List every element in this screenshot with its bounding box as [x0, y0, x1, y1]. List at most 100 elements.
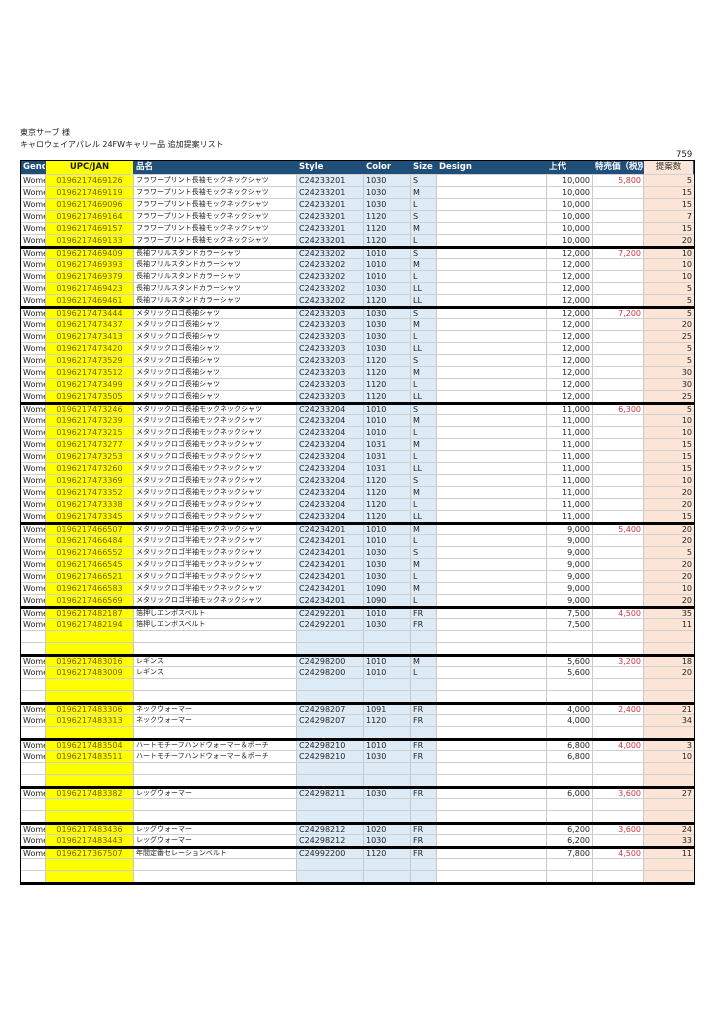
- table-row[interactable]: Wome 0196217469119 フラワープリント長袖モックネックシャツ C242…: [21, 186, 694, 198]
- gender-cell: Wome: [23, 271, 46, 282]
- table-row[interactable]: Wome 0196217483443 レッグウォーマー C24298212 1030 FR…: [21, 834, 694, 846]
- size-cell: LL: [411, 295, 437, 306]
- empty-row[interactable]: [21, 678, 694, 690]
- design-cell: [437, 499, 547, 510]
- table-row[interactable]: Wome 0196217469379 長袖フリルスタンドカラーシャツ C2423320…: [21, 270, 694, 282]
- table-row[interactable]: Wome 0196217466484 メタリックロゴ半袖モックネックシャツ C2423…: [21, 534, 694, 546]
- size-cell: LL: [411, 343, 437, 354]
- table-row[interactable]: Wome 0196217466545 メタリックロゴ半袖モックネックシャツ C2423…: [21, 558, 694, 570]
- design-cell: [437, 631, 547, 642]
- table-row[interactable]: Wome 0196217483382 レッグウォーマー C24298211 1030 FR…: [21, 786, 694, 798]
- table-row[interactable]: Wome 0196217473437 メタリックロゴ長袖シャツ C24233203 10…: [21, 318, 694, 330]
- col-quantity[interactable]: 提案数: [644, 161, 694, 174]
- header-row: Gend UPC/JAN 品名 Style Color Size Design …: [21, 161, 694, 174]
- quantity-cell: [644, 727, 694, 738]
- col-gender[interactable]: Gend: [21, 161, 46, 174]
- list-price-cell: [547, 727, 593, 738]
- gender-cell: [21, 679, 46, 690]
- table-row[interactable]: Wome 0196217469096 フラワープリント長袖モックネックシャツ C242…: [21, 198, 694, 210]
- table-row[interactable]: Wome 0196217466507 メタリックロゴ半袖モックネックシャツ C2423…: [21, 522, 694, 534]
- table-row[interactable]: Wome 0196217483016 レギンス C24298200 1010 M 5,600…: [21, 654, 694, 666]
- table-row[interactable]: Wome 0196217473260 メタリックロゴ長袖モックネックシャツ C2423…: [21, 462, 694, 474]
- empty-row[interactable]: [21, 774, 694, 786]
- sale-price-cell: 7,200: [593, 249, 644, 258]
- empty-row[interactable]: [21, 810, 694, 822]
- color-cell: 1010: [364, 535, 411, 546]
- table-row[interactable]: Wome 0196217469157 フラワープリント長袖モックネックシャツ C242…: [21, 222, 694, 234]
- table-row[interactable]: Wome 0196217469164 フラワープリント長袖モックネックシャツ C242…: [21, 210, 694, 222]
- quantity-cell: 20: [644, 525, 694, 534]
- upc-cell: 0196217473512: [46, 367, 134, 378]
- table-row[interactable]: Wome 0196217473420 メタリックロゴ長袖シャツ C24233203 10…: [21, 342, 694, 354]
- table-row[interactable]: Wome 0196217473369 メタリックロゴ長袖モックネックシャツ C2423…: [21, 474, 694, 486]
- quantity-cell: 10: [644, 427, 694, 438]
- table-row[interactable]: Wome 0196217469423 長袖フリルスタンドカラーシャツ C2423320…: [21, 282, 694, 294]
- color-cell: 1030: [364, 571, 411, 582]
- list-title: キャロウェイアパレル 24FWキャリー品 追加提案リスト: [20, 140, 224, 149]
- col-name[interactable]: 品名: [134, 161, 297, 174]
- empty-row[interactable]: [21, 690, 694, 702]
- table-row[interactable]: Wome 0196217466583 メタリックロゴ半袖モックネックシャツ C2423…: [21, 582, 694, 594]
- table-row[interactable]: Wome 0196217473338 メタリックロゴ長袖モックネックシャツ C2423…: [21, 498, 694, 510]
- table-row[interactable]: Wome 0196217473253 メタリックロゴ長袖モックネックシャツ C2423…: [21, 450, 694, 462]
- design-cell: [437, 763, 547, 774]
- design-cell: [437, 223, 547, 234]
- table-row[interactable]: Wome 0196217473246 メタリックロゴ長袖モックネックシャツ C2423…: [21, 402, 694, 414]
- table-row[interactable]: Wome 0196217482194 箔押しエンボスベルト C24292201 1030…: [21, 618, 694, 630]
- product-name-cell: 年間定番セレーションベルト: [134, 849, 297, 858]
- empty-row[interactable]: [21, 642, 694, 654]
- table-row[interactable]: Wome 0196217466569 メタリックロゴ半袖モックネックシャツ C2423…: [21, 594, 694, 606]
- quantity-cell: 3: [644, 741, 694, 750]
- empty-row[interactable]: [21, 798, 694, 810]
- table-row[interactable]: Wome 0196217473529 メタリックロゴ長袖シャツ C24233203 11…: [21, 354, 694, 366]
- product-name-cell: メタリックロゴ長袖シャツ: [134, 391, 297, 402]
- table-row[interactable]: Wome 0196217469409 長袖フリルスタンドカラーシャツ C2423320…: [21, 246, 694, 258]
- table-row[interactable]: Wome 0196217473352 メタリックロゴ長袖モックネックシャツ C2423…: [21, 486, 694, 498]
- product-name-cell: メタリックロゴ半袖モックネックシャツ: [134, 525, 297, 534]
- table-row[interactable]: Wome 0196217473239 メタリックロゴ長袖モックネックシャツ C2423…: [21, 414, 694, 426]
- table-row[interactable]: Wome 0196217483511 ハートモチーフハンドウォーマー＆ポーチ C242…: [21, 750, 694, 762]
- table-row[interactable]: Wome 0196217469133 フラワープリント長袖モックネックシャツ C242…: [21, 234, 694, 246]
- sale-price-cell: [593, 343, 644, 354]
- empty-row[interactable]: [21, 630, 694, 642]
- table-row[interactable]: Wome 0196217483436 レッグウォーマー C24298212 1020 FR…: [21, 822, 694, 834]
- table-row[interactable]: Wome 0196217469393 長袖フリルスタンドカラーシャツ C2423320…: [21, 258, 694, 270]
- table-row[interactable]: Wome 0196217473505 メタリックロゴ長袖シャツ C24233203 11…: [21, 390, 694, 402]
- upc-cell: 0196217466569: [46, 595, 134, 606]
- table-row[interactable]: Wome 0196217469126 フラワープリント長袖モックネックシャツ C242…: [21, 174, 694, 186]
- table-row[interactable]: Wome 0196217473277 メタリックロゴ長袖モックネックシャツ C2423…: [21, 438, 694, 450]
- upc-cell: 0196217483016: [46, 657, 134, 666]
- table-row[interactable]: Wome 0196217473413 メタリックロゴ長袖シャツ C24233203 10…: [21, 330, 694, 342]
- style-cell: C24234201: [297, 525, 364, 534]
- table-row[interactable]: Wome 0196217469461 長袖フリルスタンドカラーシャツ C2423320…: [21, 294, 694, 306]
- upc-cell: 0196217469423: [46, 283, 134, 294]
- table-row[interactable]: Wome 0196217466521 メタリックロゴ半袖モックネックシャツ C2423…: [21, 570, 694, 582]
- table-row[interactable]: Wome 0196217483306 ネックウォーマー C24298207 1091 FR…: [21, 702, 694, 714]
- empty-row[interactable]: [21, 870, 694, 882]
- table-row[interactable]: Wome 0196217367507 年間定番セレーションベルト C24992200 1…: [21, 846, 694, 858]
- empty-row[interactable]: [21, 858, 694, 870]
- col-size[interactable]: Size: [411, 161, 437, 174]
- empty-row[interactable]: [21, 726, 694, 738]
- col-style[interactable]: Style: [297, 161, 364, 174]
- table-row[interactable]: Wome 0196217473444 メタリックロゴ長袖シャツ C24233203 10…: [21, 306, 694, 318]
- table-row[interactable]: Wome 0196217466552 メタリックロゴ半袖モックネックシャツ C2423…: [21, 546, 694, 558]
- table-row[interactable]: Wome 0196217483504 ハートモチーフハンドウォーマー＆ポーチ C242…: [21, 738, 694, 750]
- col-list-price[interactable]: 上代: [547, 161, 593, 174]
- table-row[interactable]: Wome 0196217483313 ネックウォーマー C24298207 1120 FR…: [21, 714, 694, 726]
- table-row[interactable]: Wome 0196217473215 メタリックロゴ長袖モックネックシャツ C2423…: [21, 426, 694, 438]
- table-row[interactable]: Wome 0196217483009 レギンス C24298200 1010 L 5,600…: [21, 666, 694, 678]
- col-upc[interactable]: UPC/JAN: [46, 161, 134, 174]
- col-color[interactable]: Color: [364, 161, 411, 174]
- table-row[interactable]: Wome 0196217473345 メタリックロゴ長袖モックネックシャツ C2423…: [21, 510, 694, 522]
- empty-row[interactable]: [21, 762, 694, 774]
- list-price-cell: [547, 859, 593, 870]
- sale-price-cell: [593, 427, 644, 438]
- design-cell: [437, 379, 547, 390]
- table-row[interactable]: Wome 0196217482187 箔押しエンボスベルト C24292201 1010…: [21, 606, 694, 618]
- col-sale-price[interactable]: 特売価（税別: [593, 161, 644, 174]
- style-cell: [297, 643, 364, 654]
- table-row[interactable]: Wome 0196217473499 メタリックロゴ長袖シャツ C24233203 11…: [21, 378, 694, 390]
- col-design[interactable]: Design: [437, 161, 547, 174]
- table-row[interactable]: Wome 0196217473512 メタリックロゴ長袖シャツ C24233203 11…: [21, 366, 694, 378]
